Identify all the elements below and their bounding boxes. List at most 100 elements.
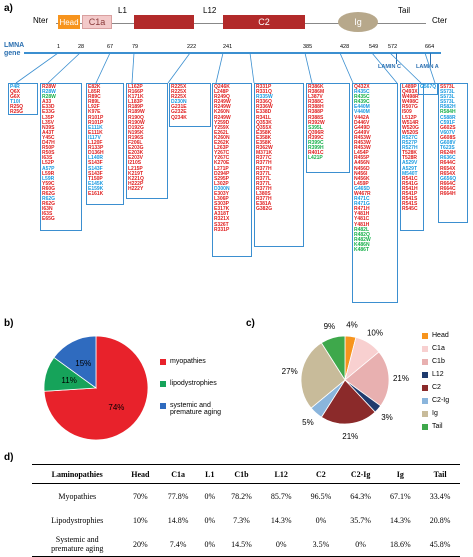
pie-slice xyxy=(320,335,346,382)
mutation-item: R377L xyxy=(256,180,272,187)
mutation-item: R341L xyxy=(256,114,272,121)
mutation-item: S143F xyxy=(88,170,103,177)
mutation-item: R482Q xyxy=(354,231,370,238)
mutation-item: R644C xyxy=(440,160,456,167)
pie-label: 15% xyxy=(75,359,91,368)
legend-item: systemic and premature aging xyxy=(160,402,240,416)
mutation-item: R654X xyxy=(440,165,456,172)
panel-label-c: c) xyxy=(246,318,255,329)
mutation-box: E82K L85R R89C R89L L92F K97E R101P R101P E111K E… xyxy=(86,83,124,205)
mutation-item: E358K xyxy=(256,129,272,136)
mutation-item: K221Q xyxy=(128,175,144,182)
table-cell: 14.5% xyxy=(231,539,252,549)
legend-item: Head xyxy=(422,332,470,339)
mutation-item: T528K xyxy=(402,150,418,157)
table-cell: 14.3% xyxy=(390,515,411,525)
legend-label: Ig xyxy=(432,410,438,417)
pie-label: 21% xyxy=(342,432,358,441)
mutation-item: L35P xyxy=(42,114,54,121)
mutation-item: W520G xyxy=(402,124,419,131)
mutation-item: L454P xyxy=(354,150,369,157)
mutation-item: S573L xyxy=(440,94,455,101)
mutation-item: S143F xyxy=(88,160,103,167)
mutation-item: R482W xyxy=(354,236,371,243)
mutation-item: R190W xyxy=(128,119,145,126)
mutation-item: L512P xyxy=(402,114,417,121)
pos-664: 664 xyxy=(425,44,435,50)
mutation-item: L459P xyxy=(354,180,369,187)
table-header: Head xyxy=(131,469,150,479)
mutation-item: S573L xyxy=(440,84,455,90)
mutation-item: R545C xyxy=(402,206,418,213)
pie-label: 74% xyxy=(108,403,124,412)
mutation-item: G465D xyxy=(354,185,370,192)
mutation-item: E111K xyxy=(88,129,103,136)
table-cell: 0% xyxy=(355,539,366,549)
pos-549: 549 xyxy=(369,44,379,50)
pos-241: 241 xyxy=(223,44,233,50)
mutation-item: R624H xyxy=(440,150,456,157)
mutation-item: E159K xyxy=(88,185,104,192)
legend-swatch xyxy=(422,333,428,339)
mutation-item: R399H xyxy=(308,145,324,152)
mutation-item: R471H xyxy=(354,206,370,213)
pie-label: 10% xyxy=(367,329,383,338)
mutation-item: G382G xyxy=(256,206,273,213)
mutation-item: G6X xyxy=(10,94,21,101)
table-cell: 0% xyxy=(204,491,216,501)
l1-label: L1 xyxy=(118,6,127,15)
mutation-item: I63S xyxy=(42,155,53,162)
table-row: Lipodystrophies 10% 14.8% 0% 7.3% 14.3% 0% 35.7… xyxy=(32,508,460,532)
row-heading: Lipodystrophies xyxy=(51,515,104,525)
mutation-item: T150P xyxy=(88,175,103,182)
mutation-item: R636C xyxy=(440,155,456,162)
mutation-item: S326T xyxy=(214,221,229,228)
mutation-box: L162P R166P K171K L183P R189P R189W R190Q R190W… xyxy=(126,83,168,199)
mutation-item: K219T xyxy=(128,170,144,177)
mutation-item: A529T xyxy=(402,165,418,172)
mutation-item: D294P xyxy=(214,170,230,177)
mutation-item: G449D xyxy=(354,124,370,131)
table-cell: 3.5% xyxy=(312,539,330,549)
l12-label: L12 xyxy=(203,6,217,15)
mutation-item: A43T xyxy=(42,129,55,136)
mutation-item: R196S xyxy=(128,134,144,141)
row-heading: Myopathies xyxy=(58,491,97,501)
table-cell: 18.6% xyxy=(390,539,411,549)
mutation-item: L215P xyxy=(128,165,143,172)
mutation-item: W467R xyxy=(354,190,371,197)
table-cell: 70% xyxy=(133,491,148,501)
mutation-item: L92F xyxy=(88,104,100,111)
legend-item: myopathies xyxy=(160,358,240,365)
mutation-item: R482L xyxy=(354,226,370,233)
mutation-item: R25G xyxy=(10,109,24,115)
mutation-box: L489P Q493X W498R W498C R507G I509 L512P W514R W… xyxy=(400,83,424,231)
legend-swatch xyxy=(160,381,166,387)
mutation-item: M540T xyxy=(402,170,418,177)
mutation-item: R25Q xyxy=(10,104,24,111)
mutation-box: P4RQ6XG6XT10IR25QR25GR25PR25WR25V xyxy=(8,83,38,115)
legend-label: C1b xyxy=(432,358,445,365)
mutation-item: E262K xyxy=(214,140,230,147)
mutation-item: K260N xyxy=(214,134,230,141)
pie-slice xyxy=(344,351,390,407)
table-cell: 78.2% xyxy=(231,491,252,501)
mutation-item: Y45C xyxy=(42,134,55,141)
legend-swatch xyxy=(160,359,166,365)
table-header: C2 xyxy=(316,469,326,479)
mutation-item: A456N xyxy=(354,160,370,167)
mutation-item: D230N xyxy=(171,99,187,106)
legend-label: lipodystrophies xyxy=(170,380,217,387)
mutation-item: R362W xyxy=(256,145,273,152)
mutation-item: R225X xyxy=(171,84,187,90)
table-cell: 33.4% xyxy=(429,491,451,501)
mutation-item: R507G xyxy=(402,104,418,111)
table-header: Ig xyxy=(396,469,404,479)
mutation-item: C591F xyxy=(440,119,456,126)
table-row: Myopathies 70% 77.8% 0% 78.2% 85.7% 96.5% 64.3%… xyxy=(32,484,460,509)
mutation-item: E262L xyxy=(214,129,229,136)
mutation-item: S573L xyxy=(440,89,455,96)
mutation-item: R225X xyxy=(171,89,187,96)
mutation-box: S573L S573L S573L S573L R582H R584H C588R C591F… xyxy=(438,83,468,223)
mutation-item: N39S xyxy=(42,124,55,131)
